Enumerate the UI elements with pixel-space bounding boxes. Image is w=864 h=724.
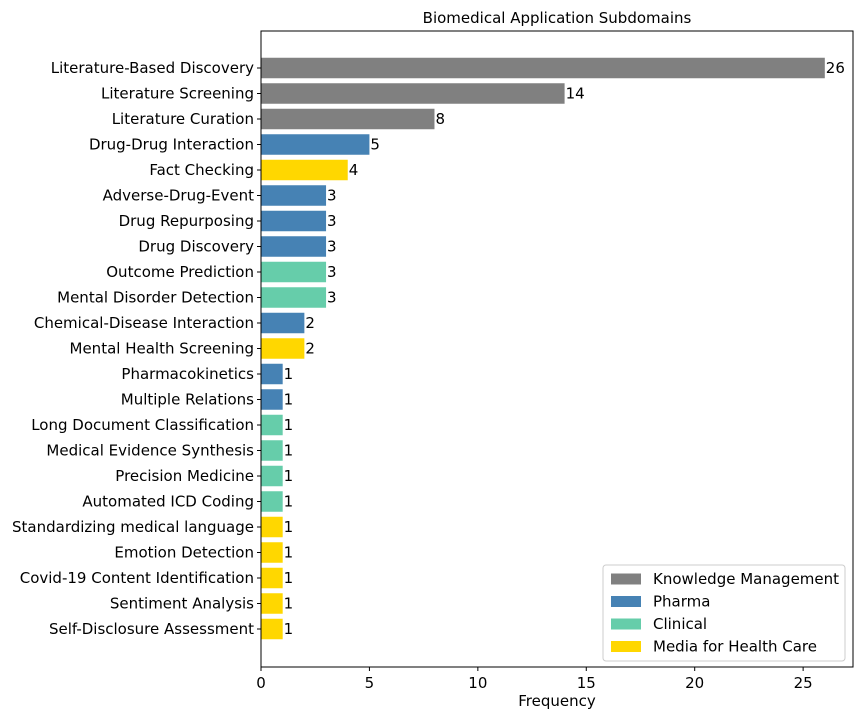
legend-frame: [602, 564, 846, 662]
x-tick-label: 0: [256, 674, 266, 692]
bar: [261, 261, 327, 283]
bar: [261, 159, 348, 181]
bar-value-label: 1: [284, 416, 294, 434]
bar-value-label: 1: [284, 493, 294, 511]
x-tick-label: 20: [685, 674, 704, 692]
bar-value-label: 1: [284, 467, 294, 485]
category-label: Adverse-Drug-Event: [103, 187, 254, 205]
bar: [261, 363, 283, 385]
bar: [261, 389, 283, 410]
bar-value-label: 3: [327, 238, 337, 256]
bar: [261, 236, 327, 257]
bar-value-label: 1: [284, 544, 294, 562]
bar-value-label: 1: [284, 518, 294, 536]
category-label: Literature-Based Discovery: [51, 59, 254, 77]
bar: [261, 57, 825, 79]
bar-value-label: 8: [435, 110, 445, 128]
bar-value-label: 5: [370, 136, 380, 154]
category-label: Self-Disclosure Assessment: [49, 620, 254, 638]
bar-value-label: 3: [327, 289, 337, 307]
x-tick-label: 25: [794, 674, 813, 692]
category-label: Pharmacokinetics: [121, 365, 254, 383]
category-label: Long Document Classification: [31, 416, 254, 434]
legend-swatch: [611, 596, 641, 607]
category-label: Covid-19 Content Identification: [20, 569, 254, 587]
category-label: Emotion Detection: [114, 544, 254, 562]
bar: [261, 516, 283, 538]
bar: [261, 83, 565, 104]
bar-value-label: 1: [284, 595, 294, 613]
bar: [261, 185, 327, 206]
bar: [261, 338, 305, 359]
category-label: Mental Health Screening: [70, 340, 254, 358]
bar-value-label: 1: [284, 569, 294, 587]
category-label: Drug-Drug Interaction: [89, 136, 254, 154]
category-label: Fact Checking: [149, 161, 254, 179]
x-axis-ticks: 0 5 10 15 20 25: [256, 667, 813, 692]
category-label: Literature Curation: [112, 110, 254, 128]
bar-value-label: 1: [284, 365, 294, 383]
bar-value-label: 1: [284, 620, 294, 638]
bars-layer: [261, 57, 825, 640]
bar: [261, 593, 283, 614]
legend: Knowledge Management Pharma Clinical Media …: [602, 564, 846, 662]
bar-value-label: 26: [826, 59, 845, 77]
legend-label: Media for Health Care: [653, 638, 817, 656]
legend-label: Knowledge Management: [653, 570, 839, 588]
category-label: Outcome Prediction: [106, 263, 254, 281]
bar: [261, 542, 283, 563]
category-label: Drug Repurposing: [119, 212, 254, 230]
category-label: Literature Screening: [101, 85, 254, 103]
bar-value-label: 3: [327, 263, 337, 281]
chart-title: Biomedical Application Subdomains: [423, 9, 692, 27]
plot-area-frame: [260, 30, 854, 668]
bar-value-label: 1: [284, 391, 294, 409]
legend-swatch: [611, 618, 641, 630]
bar-value-label: 4: [349, 161, 359, 179]
x-tick-label: 5: [365, 674, 375, 692]
bar: [261, 312, 305, 334]
category-label: Sentiment Analysis: [110, 595, 254, 613]
category-label: Automated ICD Coding: [82, 493, 254, 511]
category-label: Mental Disorder Detection: [57, 289, 254, 307]
category-label: Medical Evidence Synthesis: [46, 442, 254, 460]
x-axis-label: Frequency: [518, 692, 596, 710]
category-label: Standardizing medical language: [12, 518, 254, 536]
bar: [261, 465, 283, 487]
bar-value-label: 14: [566, 85, 585, 103]
legend-label: Clinical: [653, 615, 707, 633]
bar: [261, 287, 327, 308]
legend-swatch: [611, 641, 641, 652]
bar: [261, 414, 283, 436]
x-tick-label: 15: [577, 674, 596, 692]
category-label: Multiple Relations: [121, 391, 254, 409]
x-tick-label: 10: [468, 674, 487, 692]
bar: [261, 491, 283, 512]
bar: [261, 618, 283, 640]
bar-value-label: 3: [327, 212, 337, 230]
category-label: Drug Discovery: [138, 238, 254, 256]
bar: [261, 134, 370, 155]
legend-swatch: [611, 573, 641, 585]
bar: [261, 440, 283, 461]
category-label: Chemical-Disease Interaction: [34, 314, 254, 332]
legend-label: Pharma: [653, 593, 710, 611]
category-labels: Literature-Based Discovery Literature Scr…: [12, 59, 261, 638]
bar: [261, 108, 435, 130]
bar-value-label: 1: [284, 442, 294, 460]
bar: [261, 567, 283, 589]
bar-value-label: 2: [305, 314, 315, 332]
bar-value-label: 3: [327, 187, 337, 205]
category-label: Precision Medicine: [115, 467, 254, 485]
bar-value-label: 2: [305, 340, 315, 358]
bar: [261, 210, 327, 232]
